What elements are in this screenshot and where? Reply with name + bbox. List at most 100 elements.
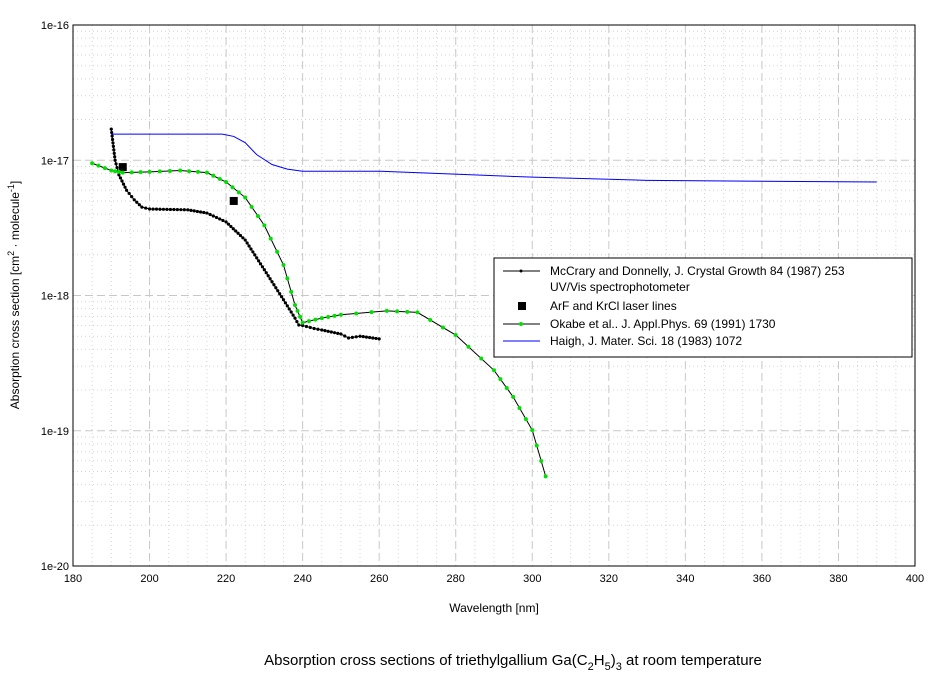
data-point-mccrary bbox=[112, 148, 116, 152]
data-point-mccrary bbox=[218, 217, 222, 221]
data-point-mccrary bbox=[182, 208, 186, 212]
data-point-okabe bbox=[428, 317, 433, 322]
x-tick-label: 220 bbox=[217, 573, 235, 585]
data-point-okabe bbox=[255, 214, 260, 219]
data-point-okabe bbox=[243, 195, 248, 200]
data-point-mccrary bbox=[112, 151, 116, 155]
data-point-okabe bbox=[453, 333, 458, 338]
data-point-mccrary bbox=[297, 323, 301, 327]
legend-marker-okabe bbox=[519, 322, 523, 326]
y-tick-label: 1e-19 bbox=[41, 426, 69, 438]
legend-box bbox=[493, 257, 913, 358]
data-point-okabe bbox=[492, 368, 496, 373]
data-point-mccrary bbox=[274, 286, 278, 290]
data-point-mccrary bbox=[308, 325, 312, 330]
y-tick-label: 1e-16 bbox=[41, 20, 69, 32]
data-point-okabe bbox=[466, 344, 471, 349]
data-point-mccrary bbox=[208, 212, 212, 217]
data-point-mccrary bbox=[247, 244, 251, 248]
data-point-okabe bbox=[211, 173, 216, 178]
data-point-mccrary bbox=[255, 256, 259, 260]
data-point-okabe bbox=[504, 386, 509, 391]
data-point-mccrary bbox=[161, 207, 166, 211]
data-point-okabe bbox=[511, 394, 516, 399]
data-point-mccrary bbox=[221, 218, 225, 223]
data-point-okabe bbox=[285, 276, 290, 281]
data-point-mccrary bbox=[301, 323, 305, 328]
data-point-mccrary bbox=[113, 158, 117, 162]
data-point-mccrary bbox=[211, 214, 215, 218]
x-tick-label: 340 bbox=[676, 573, 694, 585]
y-tick-label: 1e-17 bbox=[41, 155, 69, 167]
data-point-mccrary bbox=[287, 307, 291, 311]
data-point-okabe bbox=[224, 180, 229, 185]
tick-labels: 180 200 220 240 260 280 300 320 340 360 380 400 1e-1… bbox=[41, 20, 924, 585]
data-point-mccrary bbox=[371, 336, 375, 340]
data-point-mccrary bbox=[364, 335, 369, 339]
data-point-mccrary bbox=[243, 238, 247, 242]
data-point-mccrary bbox=[329, 330, 333, 334]
data-point-mccrary bbox=[168, 207, 173, 212]
data-point-okabe bbox=[298, 314, 303, 319]
data-point-mccrary bbox=[295, 319, 299, 324]
data-point-okabe bbox=[157, 169, 162, 174]
data-point-mccrary bbox=[285, 304, 289, 308]
data-point-okabe bbox=[300, 320, 305, 325]
x-tick-label: 280 bbox=[447, 573, 465, 585]
data-point-mccrary bbox=[304, 324, 309, 329]
data-point-mccrary bbox=[202, 210, 206, 215]
data-point-mccrary bbox=[276, 289, 280, 293]
data-point-mccrary bbox=[326, 329, 330, 333]
data-point-mccrary bbox=[316, 327, 320, 331]
data-point-okabe bbox=[113, 169, 118, 174]
series-layer bbox=[90, 127, 877, 479]
data-point-laser bbox=[229, 196, 238, 205]
data-point-mccrary bbox=[332, 331, 337, 335]
data-point-mccrary bbox=[123, 185, 127, 189]
data-point-okabe bbox=[326, 315, 331, 320]
data-point-okabe bbox=[204, 170, 209, 175]
data-point-mccrary bbox=[151, 207, 155, 211]
data-point-mccrary bbox=[147, 207, 152, 211]
data-point-okabe bbox=[369, 310, 374, 315]
data-point-mccrary bbox=[266, 274, 270, 278]
data-point-okabe bbox=[262, 223, 267, 228]
data-point-mccrary bbox=[115, 165, 119, 170]
data-point-mccrary bbox=[195, 209, 199, 214]
data-point-mccrary bbox=[214, 215, 219, 220]
data-point-mccrary bbox=[262, 268, 266, 272]
data-point-okabe bbox=[138, 170, 143, 175]
data-point-okabe bbox=[120, 170, 125, 175]
data-point-okabe bbox=[543, 474, 548, 479]
data-point-okabe bbox=[498, 377, 503, 382]
data-point-mccrary bbox=[354, 335, 358, 339]
data-point-mccrary bbox=[264, 271, 268, 275]
data-point-mccrary bbox=[249, 247, 253, 251]
data-point-okabe bbox=[109, 168, 114, 173]
data-point-mccrary bbox=[189, 208, 193, 212]
legend-label-haigh: Haigh, J. Mater. Sci. 18 (1983) 1072 bbox=[550, 334, 742, 348]
data-point-okabe bbox=[268, 236, 273, 241]
data-point-okabe bbox=[178, 168, 183, 173]
data-point-mccrary bbox=[118, 176, 123, 180]
data-point-mccrary bbox=[120, 179, 124, 183]
data-point-mccrary bbox=[283, 301, 288, 305]
data-point-okabe bbox=[384, 308, 389, 313]
data-point-mccrary bbox=[113, 155, 117, 159]
y-tick-label: 1e-18 bbox=[41, 291, 69, 303]
chart-title: Absorption cross sections of triethylgal… bbox=[264, 652, 762, 673]
data-point-mccrary bbox=[127, 191, 131, 196]
data-point-mccrary bbox=[165, 207, 169, 211]
data-point-mccrary bbox=[231, 227, 235, 231]
data-point-mccrary bbox=[111, 141, 115, 145]
data-point-mccrary bbox=[137, 203, 141, 207]
data-point-okabe bbox=[96, 163, 101, 168]
data-point-mccrary bbox=[158, 207, 162, 211]
data-point-mccrary bbox=[339, 332, 343, 336]
x-tick-label: 320 bbox=[600, 573, 618, 585]
legend-label-mccrary-2: UV/Vis spectrophotometer bbox=[550, 280, 690, 294]
data-point-okabe bbox=[338, 312, 343, 317]
data-point-mccrary bbox=[350, 335, 354, 340]
plot-frame bbox=[72, 24, 916, 567]
data-point-okabe bbox=[395, 309, 400, 314]
